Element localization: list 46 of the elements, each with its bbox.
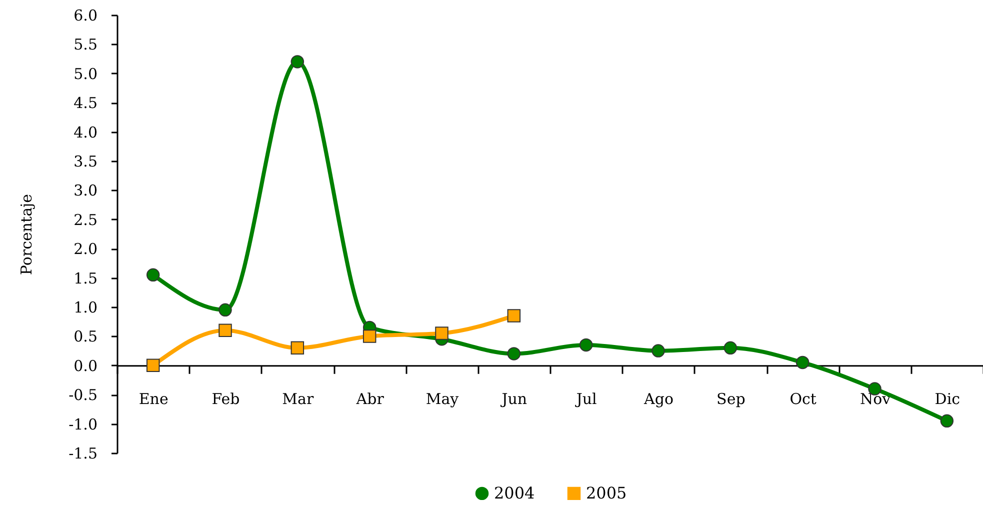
x-tick-label: Dic <box>934 390 960 408</box>
y-tick-label: -1.5 <box>68 444 98 462</box>
point <box>579 338 593 352</box>
x-tick-label: Sep <box>716 390 746 408</box>
y-tick-label: 3.0 <box>74 182 98 200</box>
x-tick-label: Abr <box>355 390 385 408</box>
point <box>290 55 304 68</box>
x-tick-label: Feb <box>212 390 240 408</box>
point <box>507 309 521 322</box>
point <box>218 324 232 337</box>
x-tick-label: Oct <box>790 390 816 408</box>
y-tick-label: 1.5 <box>74 269 98 288</box>
point <box>940 414 954 428</box>
y-tick-label: -0.5 <box>68 386 98 404</box>
x-tick-label: May <box>426 390 460 408</box>
point <box>146 268 160 282</box>
y-tick-label: 1.0 <box>74 298 98 316</box>
point <box>796 356 810 370</box>
x-tick-label: Jul <box>574 390 598 408</box>
x-tick-label: Ago <box>643 390 674 408</box>
x-tick-label: Nov <box>860 390 892 408</box>
y-tick-label: 2.5 <box>74 210 98 229</box>
y-axis-title: Porcentaje <box>18 194 36 276</box>
y-tick-label: 3.5 <box>74 152 98 170</box>
y-tick-label: 2.0 <box>74 240 98 258</box>
point <box>290 341 304 355</box>
x-tick-label: Mar <box>282 390 314 408</box>
x-tick-label: Ene <box>138 390 168 408</box>
y-tick-label: 5.0 <box>74 64 98 83</box>
legend-label: 2004 <box>494 483 535 502</box>
y-tick-label: 0.0 <box>74 356 98 375</box>
y-tick-label: 5.5 <box>74 36 98 54</box>
y-tick-label: -1.0 <box>68 415 98 434</box>
y-tick-label: 4.5 <box>74 94 98 112</box>
point <box>507 347 521 360</box>
x-tick-label: Jun <box>500 390 528 408</box>
point <box>652 344 665 358</box>
y-tick-label: 6.0 <box>74 6 98 24</box>
y-tick-label: 0.5 <box>74 328 98 346</box>
y-tick-label: 4.0 <box>74 123 98 142</box>
point <box>218 303 232 317</box>
point <box>362 330 376 343</box>
legend-label: 2005 <box>586 483 627 502</box>
point <box>146 358 160 372</box>
point <box>435 326 448 340</box>
point <box>724 341 738 354</box>
